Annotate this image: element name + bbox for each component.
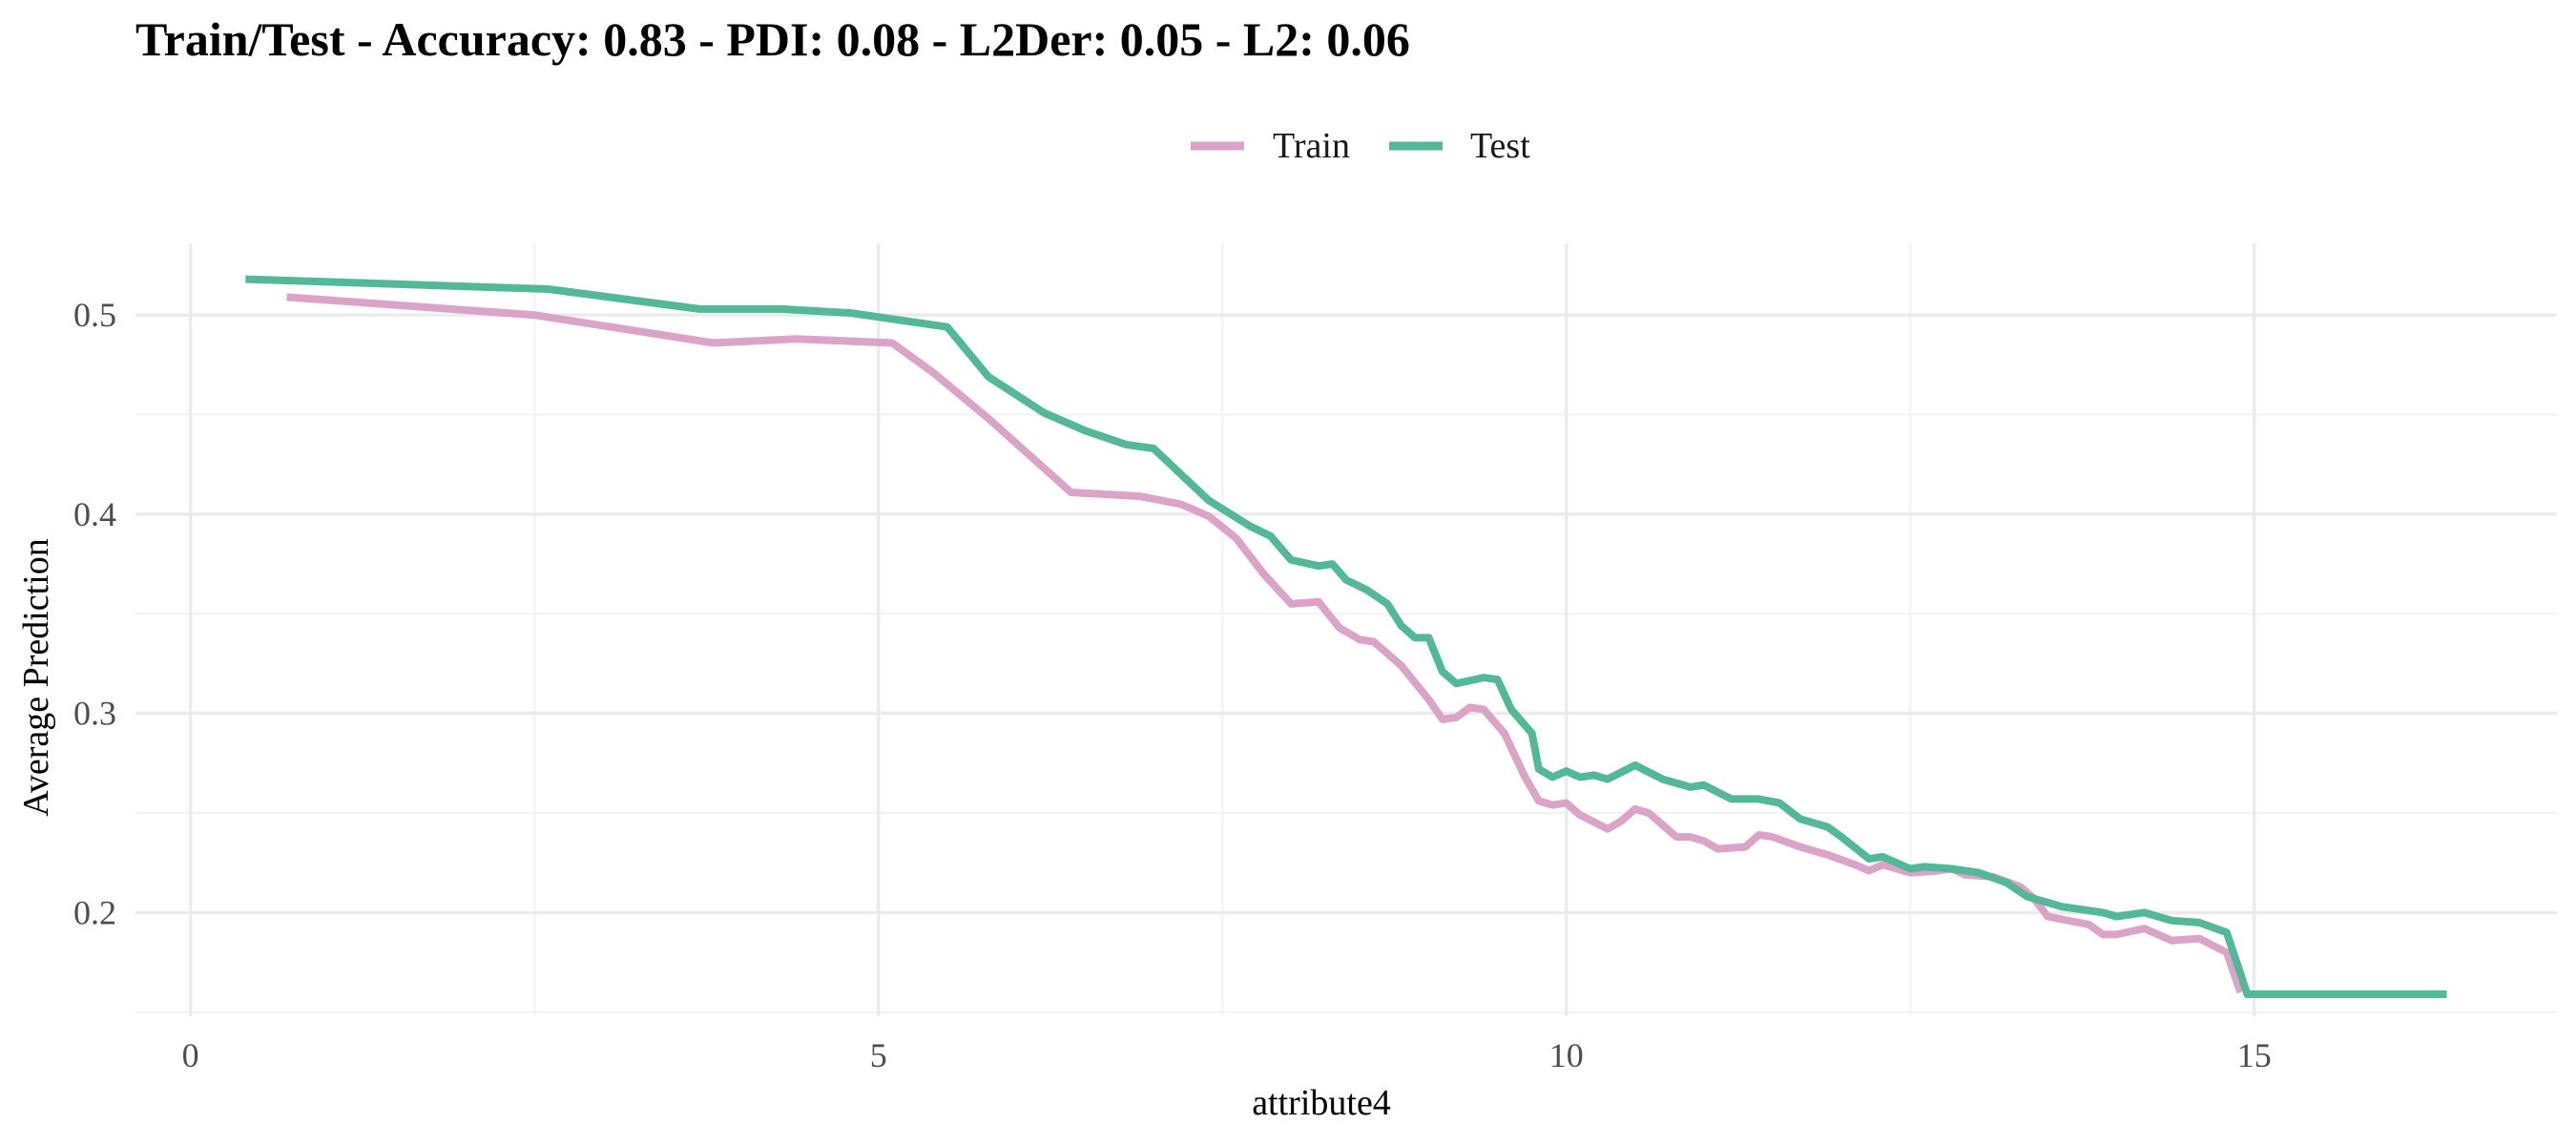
- y-tick-label: 0.5: [73, 296, 116, 334]
- y-tick-label: 0.2: [73, 893, 116, 931]
- series-layer: [245, 275, 2447, 998]
- x-tick-label: 5: [870, 1036, 887, 1074]
- y-axis-ticks: 0.2 0.3 0.4 0.5: [73, 296, 116, 931]
- x-axis-label: attribute4: [1252, 1083, 1391, 1123]
- chart-title: Train/Test - Accuracy: 0.83 - PDI: 0.08 …: [135, 12, 1410, 66]
- x-tick-label: 15: [2237, 1036, 2272, 1074]
- y-tick-label: 0.3: [73, 695, 116, 733]
- series-line-train: [286, 293, 2245, 994]
- legend: Train Test: [1191, 126, 1530, 166]
- y-axis-label: Average Prediction: [16, 538, 56, 817]
- legend-label-test: Test: [1470, 126, 1530, 166]
- x-axis-ticks: 0 5 10 15: [182, 1036, 2272, 1074]
- x-tick-label: 0: [182, 1036, 199, 1074]
- y-tick-label: 0.4: [73, 495, 116, 533]
- series-line-test: [245, 275, 2447, 998]
- legend-label-train: Train: [1273, 126, 1350, 166]
- x-tick-label: 10: [1549, 1036, 1584, 1074]
